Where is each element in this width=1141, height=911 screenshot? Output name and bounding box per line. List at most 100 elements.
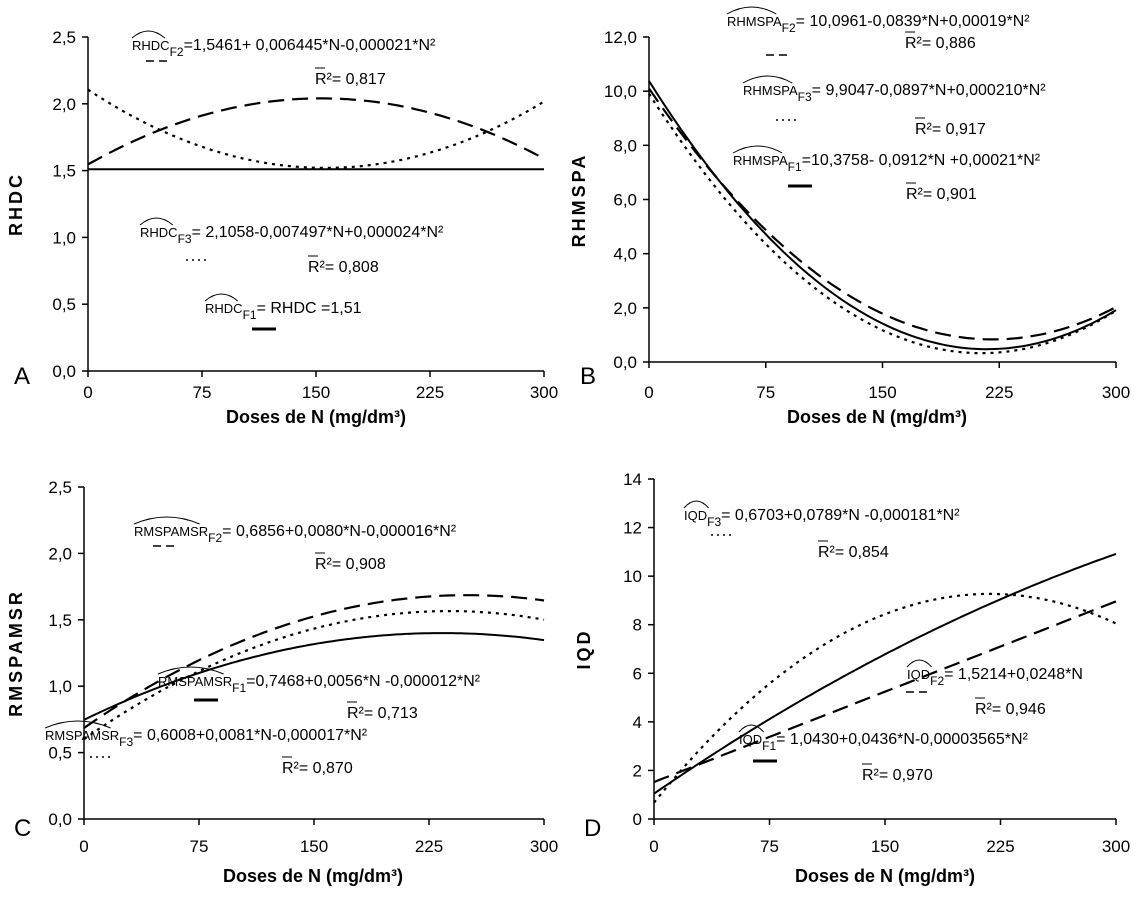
- equation-f2: RHMSPAF2= 10,0961-0,0839*N+0,00019*N²R²=…: [726, 6, 1030, 56]
- equation-f3: IQDF3= 0,6703+0,0789*N -0,000181*N² R²= 0…: [683, 500, 960, 561]
- panel-label: A: [14, 363, 30, 390]
- y-tick-label: 14: [623, 470, 642, 489]
- equation-text: RHMSPAF2= 10,0961-0,0839*N+0,00019*N²: [727, 13, 1030, 35]
- equation-f2: RHDCF2=1,5461+ 0,006445*N-0,000021*N²R²=…: [131, 30, 436, 88]
- r-squared-symbol: R²: [818, 544, 836, 561]
- y-tick-label: 2,5: [48, 478, 72, 497]
- equation-f2: IQDF2= 1,5214+0,0248*N R²= 0,946: [906, 659, 1083, 718]
- equation-text: IQDF2= 1,5214+0,0248*N: [907, 666, 1083, 688]
- equation-variable: IQD: [907, 667, 930, 682]
- equation-subscript: F1: [232, 681, 246, 695]
- x-tick-label: 225: [416, 383, 444, 402]
- x-tick-label: 75: [760, 837, 779, 856]
- y-tick-label: 8,0: [613, 136, 637, 155]
- series-line-f3: [653, 592, 1117, 804]
- panel-label: C: [14, 815, 31, 842]
- y-tick-label: 2: [633, 761, 642, 780]
- hat-mark: [133, 516, 200, 525]
- r-squared: R²= 0,870: [282, 760, 353, 777]
- equation-text: RHDCF2=1,5461+ 0,006445*N-0,000021*N²: [132, 37, 436, 59]
- equation-variable: IQD: [684, 508, 707, 523]
- equation-formula: =10,3758- 0,0912*N +0,00021*N²: [802, 152, 1041, 169]
- equation-text: RMSPAMSRF2= 0,6856+0,0080*N-0,000016*N²: [134, 523, 457, 545]
- chart-panel-b: 0,0 2,0 4,0 6,0 8,0 10,0 12,0 0 75 150 225 300 B RHMS…: [569, 6, 1130, 427]
- series-line-f3: [648, 93, 1117, 355]
- r-squared-value: = 0,817: [332, 71, 386, 88]
- y-tick-label: 1,5: [52, 162, 76, 181]
- panel-label: D: [584, 815, 601, 842]
- x-tick-label: 0: [644, 383, 653, 402]
- hat-mark: [726, 6, 777, 15]
- equation-formula: = RHDC =1,51: [257, 300, 362, 317]
- r-squared-value: = 0,946: [992, 701, 1046, 718]
- hat-mark: [683, 500, 709, 509]
- series-line-f3: [87, 88, 545, 169]
- x-tick-label: 0: [83, 383, 92, 402]
- r-squared-value: = 0,854: [835, 544, 889, 561]
- r-squared-value: = 0,901: [923, 186, 977, 203]
- equation-text: RMSPAMSRF1=0,7468+0,0056*N -0,000012*N²: [158, 673, 481, 695]
- equation-subscript: F2: [930, 674, 944, 688]
- y-tick-label: 1,0: [52, 228, 76, 247]
- y-tick-label: 2,5: [52, 28, 76, 47]
- series-line-f1: [83, 632, 545, 721]
- y-tick-label: 0: [633, 810, 642, 829]
- equation-variable: RHMSPA: [743, 83, 798, 98]
- hat-mark: [742, 75, 793, 84]
- r-squared-symbol: R²: [906, 186, 924, 203]
- r-squared-symbol: R²: [282, 760, 300, 777]
- r-squared-value: = 0,870: [299, 760, 353, 777]
- y-tick-label: 12,0: [604, 28, 637, 47]
- equation-text: RHDCF3= 2,1058-0,007497*N+0,000024*N²: [140, 224, 444, 246]
- y-tick-label: 2,0: [52, 95, 76, 114]
- equation-text: IQDF3= 0,6703+0,0789*N -0,000181*N²: [684, 507, 960, 529]
- equation-f3: RHDCF3= 2,1058-0,007497*N+0,000024*N² R²=…: [139, 217, 444, 276]
- equation-formula: = 1,0430+0,0436*N-0,00003565*N²: [776, 731, 1028, 748]
- x-tick-label: 150: [868, 383, 896, 402]
- x-tick-label: 225: [986, 837, 1014, 856]
- x-tick-label: 300: [530, 837, 558, 856]
- equation-subscript: F1: [762, 739, 776, 753]
- y-tick-label: 8: [633, 616, 642, 635]
- x-tick-label: 75: [193, 383, 212, 402]
- equation-text: IQDF1= 1,0430+0,0436*N-0,00003565*N²: [739, 731, 1029, 753]
- y-tick-label: 6: [633, 664, 642, 683]
- equation-variable: RHMSPA: [727, 14, 782, 29]
- equation-text: RHMSPAF3= 9,9047-0,0897*N+0,000210*N²: [743, 82, 1046, 104]
- equation-variable: IQD: [739, 732, 762, 747]
- r-squared: R²= 0,908: [315, 556, 386, 573]
- equation-variable: RHDC: [205, 301, 243, 316]
- equation-f1: IQDF1= 1,0430+0,0436*N-0,00003565*N² R²= …: [738, 724, 1029, 784]
- hat-mark: [906, 659, 932, 668]
- y-tick-label: 10: [623, 567, 642, 586]
- r-squared-value: = 0,917: [932, 121, 986, 138]
- y-tick-label: 0,0: [48, 810, 72, 829]
- equation-variable: RMSPAMSR: [134, 524, 208, 539]
- equation-subscript: F3: [178, 232, 192, 246]
- equation-text: RMSPAMSRF3= 0,6008+0,0081*N-0,000017*N²: [45, 727, 368, 749]
- y-tick-label: 1,5: [48, 611, 72, 630]
- series-line-f1: [648, 80, 1117, 351]
- equation-text: RHDCF1= RHDC =1,51: [205, 300, 362, 322]
- equation-variable: RHMSPA: [733, 153, 788, 168]
- x-axis-label: Doses de N (mg/dm³): [223, 866, 403, 886]
- y-tick-label: 10,0: [604, 82, 637, 101]
- chart-panel-c: 0,0 0,5 1,0 1,5 2,0 2,5 0 75 150 225 300 C RMSPAMSR D…: [6, 478, 558, 886]
- r-squared: R²= 0,808: [308, 259, 379, 276]
- equation-subscript: F2: [170, 45, 184, 59]
- equation-variable: RMSPAMSR: [45, 728, 119, 743]
- r-squared-symbol: R²: [975, 701, 993, 718]
- x-tick-label: 225: [985, 383, 1013, 402]
- equation-subscript: F2: [782, 21, 796, 35]
- equation-subscript: F3: [707, 515, 721, 529]
- r-squared: R²= 0,917: [915, 121, 986, 138]
- r-squared: R²= 0,970: [862, 767, 933, 784]
- equation-variable: RMSPAMSR: [158, 674, 232, 689]
- equation-formula: = 0,6008+0,0081*N-0,000017*N²: [133, 727, 368, 744]
- hat-mark: [732, 145, 783, 154]
- x-tick-label: 0: [79, 837, 88, 856]
- y-tick-label: 6,0: [613, 191, 637, 210]
- panel-label: B: [580, 363, 596, 390]
- x-axis-label: Doses de N (mg/dm³): [787, 407, 967, 427]
- r-squared-symbol: R²: [915, 121, 933, 138]
